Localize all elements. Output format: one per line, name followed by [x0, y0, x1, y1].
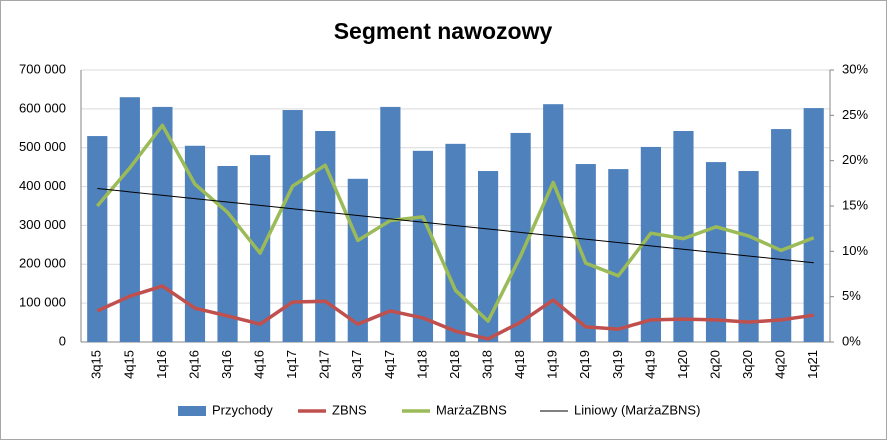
- x-tick-label: 4q18: [512, 350, 527, 379]
- y2-tick-label: 30%: [842, 61, 868, 76]
- bar: [250, 155, 271, 342]
- trend-line: [97, 188, 814, 264]
- x-tick-label: 2q19: [577, 350, 592, 379]
- bar: [87, 136, 108, 342]
- bar: [184, 145, 206, 342]
- x-tick-label: 1q18: [414, 350, 429, 379]
- line-series: [95, 123, 815, 323]
- bar: [347, 178, 368, 342]
- bar: [803, 108, 824, 342]
- legend-label: ZBNS: [332, 402, 367, 417]
- bar: [315, 131, 336, 342]
- bar: [282, 110, 303, 342]
- x-tick-label: 1q21: [805, 350, 820, 379]
- x-tick-label: 3q16: [219, 350, 234, 379]
- x-tick-label: 4q17: [382, 350, 397, 379]
- x-tick-label: 1q17: [284, 350, 299, 379]
- x-tick-label: 2q16: [186, 350, 201, 379]
- y-tick-label: 100 000: [19, 295, 66, 310]
- x-tick-label: 2q18: [447, 350, 462, 379]
- legend-label: MarżaZBNS: [436, 402, 507, 417]
- chart-title: Segment nawozowy: [334, 18, 553, 44]
- x-tick-label: 3q17: [349, 350, 364, 379]
- y-tick-label: 0: [59, 333, 66, 348]
- y-tick-label: 600 000: [19, 100, 66, 115]
- bar: [119, 97, 140, 342]
- y2-tick-label: 0%: [842, 333, 861, 348]
- y-tick-label: 300 000: [19, 217, 66, 232]
- bar: [477, 171, 499, 342]
- bar: [608, 169, 629, 342]
- y-tick-label: 700 000: [19, 61, 66, 76]
- bar: [380, 106, 401, 343]
- legend-label: Liniowy (MarżaZBNS): [574, 402, 700, 417]
- bar: [575, 164, 596, 342]
- y-tick-label: 200 000: [19, 256, 66, 271]
- bar: [152, 106, 173, 343]
- x-tick-label: 4q20: [773, 350, 788, 379]
- bar: [771, 129, 792, 342]
- x-tick-label: 1q20: [675, 350, 690, 379]
- y-tick-label: 400 000: [19, 178, 66, 193]
- bar: [673, 131, 694, 342]
- x-tick-label: 3q15: [89, 350, 104, 379]
- x-tick-label: 2q20: [707, 350, 722, 379]
- x-tick-label: 3q20: [740, 350, 755, 379]
- bar: [510, 132, 531, 342]
- bar: [640, 146, 661, 342]
- legend-label: Przychody: [212, 402, 273, 417]
- x-tick-label: 3q18: [480, 350, 495, 379]
- y2-tick-label: 15%: [842, 197, 868, 212]
- line-series: [96, 284, 814, 341]
- x-tick-label: 3q19: [610, 350, 625, 379]
- x-tick-label: 4q15: [121, 350, 136, 379]
- x-tick-label: 1q16: [154, 350, 169, 379]
- bar: [445, 143, 466, 342]
- y2-tick-label: 10%: [842, 243, 868, 258]
- bar: [412, 150, 434, 342]
- y-tick-label: 500 000: [19, 139, 66, 154]
- x-tick-label: 2q17: [317, 350, 332, 379]
- y2-tick-label: 25%: [842, 107, 868, 122]
- x-tick-label: 4q16: [252, 350, 267, 379]
- x-tick-label: 4q19: [642, 350, 657, 379]
- legend-swatch: [178, 406, 206, 416]
- bar: [705, 162, 727, 342]
- bar: [543, 104, 564, 343]
- y2-tick-label: 20%: [842, 152, 868, 167]
- x-tick-label: 1q19: [545, 350, 560, 379]
- y2-tick-label: 5%: [842, 288, 861, 303]
